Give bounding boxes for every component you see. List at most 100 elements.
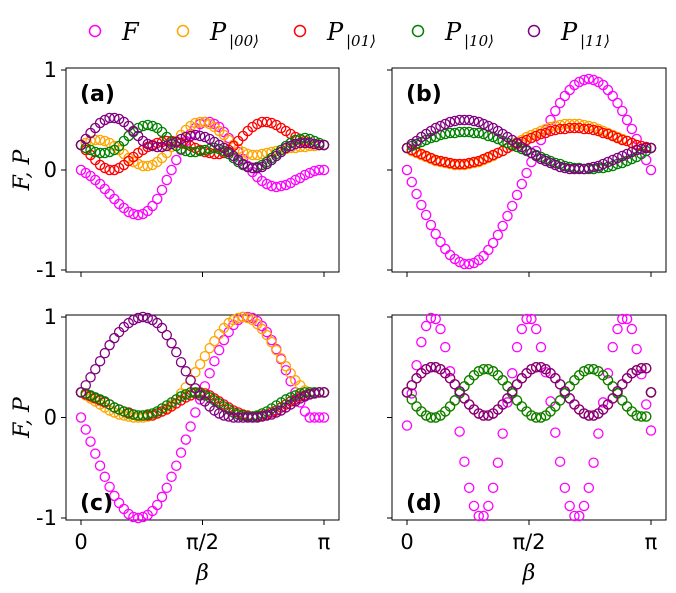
point-P00 (142, 160, 153, 172)
point-P11 (588, 161, 599, 173)
point-F (161, 482, 173, 494)
point-P11 (313, 387, 325, 398)
y-tick-label: -1 (36, 258, 57, 282)
point-P11 (171, 346, 182, 358)
point-P01 (535, 128, 547, 140)
point-F (617, 313, 628, 325)
point-P01 (478, 153, 489, 165)
point-F (406, 388, 418, 399)
point-P11 (166, 337, 177, 349)
point-F (607, 341, 618, 353)
point-P11 (612, 386, 623, 397)
point-P10 (99, 147, 111, 159)
point-F (185, 421, 196, 432)
point-F (597, 397, 609, 408)
point-F (132, 209, 144, 221)
point-F (483, 500, 494, 512)
point-P11 (420, 364, 432, 375)
point-P11 (128, 314, 139, 326)
y-tick-label: -1 (36, 506, 57, 530)
point-F (156, 184, 168, 196)
point-F (516, 323, 528, 335)
point-F (420, 320, 432, 332)
point-P11 (645, 387, 657, 398)
point-F (497, 428, 508, 439)
point-P10 (406, 394, 418, 405)
legend-entry-F: F (88, 18, 140, 46)
point-P00 (80, 137, 92, 149)
point-F (430, 228, 441, 240)
point-P01 (607, 130, 618, 142)
point-F (299, 406, 311, 417)
point-P10 (85, 144, 96, 156)
point-F (502, 210, 513, 222)
point-P01 (109, 164, 120, 176)
legend-entry-P01: P |01⟩ (293, 18, 376, 50)
point-P11 (142, 138, 153, 150)
point-F (454, 426, 465, 437)
point-F (593, 428, 604, 439)
point-F (147, 200, 158, 212)
point-P01 (473, 155, 485, 167)
point-F (483, 244, 494, 256)
point-F (631, 343, 642, 355)
point-P10 (554, 395, 566, 406)
point-P11 (535, 153, 547, 165)
point-P10 (147, 408, 158, 419)
point-P10 (194, 145, 206, 157)
point-P00 (199, 350, 211, 362)
point-F (318, 412, 330, 423)
point-F (406, 176, 418, 188)
point-P11 (554, 161, 566, 173)
point-P11 (640, 142, 652, 154)
point-P11 (540, 155, 552, 167)
point-P10 (506, 139, 518, 151)
point-F (521, 167, 532, 179)
panel-label: (c) (80, 491, 113, 516)
point-F (645, 425, 657, 436)
point-P11 (194, 130, 206, 142)
legend-entry-P11: P |11⟩ (527, 18, 610, 50)
point-P01 (530, 130, 542, 142)
point-P10 (175, 143, 187, 155)
point-P00 (132, 158, 144, 170)
point-P00 (271, 344, 282, 356)
point-F (588, 74, 599, 86)
point-P10 (583, 364, 595, 375)
x-axis-label: β (195, 561, 209, 586)
legend-marker-P01 (293, 24, 307, 38)
point-F (166, 471, 177, 483)
legend: F P |00⟩ P |01⟩ P |10⟩ P |11⟩ (88, 18, 610, 50)
point-P01 (435, 155, 446, 167)
point-P11 (430, 361, 441, 373)
point-F (526, 313, 537, 325)
point-F (299, 169, 311, 181)
point-P11 (90, 364, 101, 375)
point-F (506, 200, 518, 212)
point-P11 (578, 408, 590, 419)
point-F (621, 313, 633, 325)
point-F (166, 164, 177, 176)
point-F (99, 471, 111, 483)
point-P01 (545, 125, 556, 137)
point-F (487, 482, 499, 494)
point-P11 (166, 138, 177, 150)
point-F (280, 179, 292, 191)
point-F (161, 174, 173, 186)
point-P01 (104, 164, 115, 176)
y-tick-label: 1 (44, 305, 57, 329)
point-P11 (318, 139, 330, 151)
point-F (440, 341, 451, 353)
point-P11 (602, 156, 614, 168)
legend-entry-P10: P |10⟩ (411, 18, 494, 50)
point-P11 (271, 407, 282, 418)
point-P01 (430, 154, 441, 166)
y-tick-label: 1 (44, 58, 57, 82)
point-P01 (597, 127, 609, 139)
point-P10 (199, 144, 211, 156)
point-P11 (299, 391, 311, 402)
panels: -1 0 1 (a) F, P (b) -1 0 1 0 π/2 π (c) F, P β 0 π/2 π (d) β (10, 58, 667, 586)
point-F (420, 209, 432, 221)
point-P10 (473, 366, 485, 377)
point-P11 (294, 393, 306, 404)
